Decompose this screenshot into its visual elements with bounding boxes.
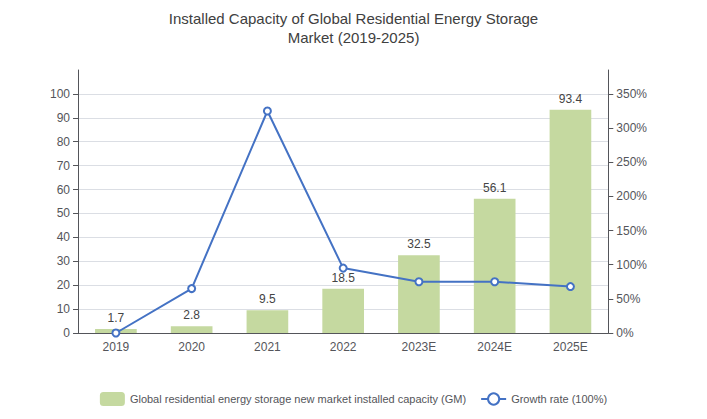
svg-text:60: 60 — [57, 183, 71, 197]
svg-text:50: 50 — [57, 206, 71, 220]
svg-text:90: 90 — [57, 111, 71, 125]
svg-text:2022: 2022 — [330, 340, 357, 354]
svg-text:32.5: 32.5 — [407, 237, 431, 251]
svg-text:93.4: 93.4 — [559, 92, 583, 106]
svg-text:2023E: 2023E — [402, 340, 437, 354]
svg-text:Market (2019-2025): Market (2019-2025) — [288, 29, 420, 46]
svg-text:40: 40 — [57, 230, 71, 244]
svg-text:18.5: 18.5 — [331, 271, 355, 285]
svg-text:2021: 2021 — [254, 340, 281, 354]
svg-text:200%: 200% — [616, 189, 647, 203]
svg-text:30: 30 — [57, 254, 71, 268]
svg-text:Global residential energy stor: Global residential energy storage new ma… — [130, 393, 466, 405]
svg-text:250%: 250% — [616, 155, 647, 169]
svg-text:300%: 300% — [616, 121, 647, 135]
svg-text:2019: 2019 — [103, 340, 130, 354]
svg-text:150%: 150% — [616, 224, 647, 238]
svg-text:56.1: 56.1 — [483, 181, 507, 195]
svg-text:Installed Capacity of Global R: Installed Capacity of Global Residential… — [169, 10, 538, 27]
svg-text:0: 0 — [63, 326, 70, 340]
svg-text:70: 70 — [57, 159, 71, 173]
svg-text:9.5: 9.5 — [259, 292, 276, 306]
svg-text:100%: 100% — [616, 258, 647, 272]
svg-text:2020: 2020 — [178, 340, 205, 354]
svg-text:10: 10 — [57, 302, 71, 316]
svg-text:0%: 0% — [616, 326, 634, 340]
svg-text:80: 80 — [57, 135, 71, 149]
svg-text:20: 20 — [57, 278, 71, 292]
svg-text:2025E: 2025E — [553, 340, 588, 354]
svg-text:2024E: 2024E — [477, 340, 512, 354]
svg-text:Growth rate (100%): Growth rate (100%) — [511, 393, 607, 405]
svg-text:50%: 50% — [616, 292, 640, 306]
svg-text:100: 100 — [50, 87, 70, 101]
svg-text:2.8: 2.8 — [183, 308, 200, 322]
svg-text:1.7: 1.7 — [108, 311, 125, 325]
svg-text:350%: 350% — [616, 87, 647, 101]
